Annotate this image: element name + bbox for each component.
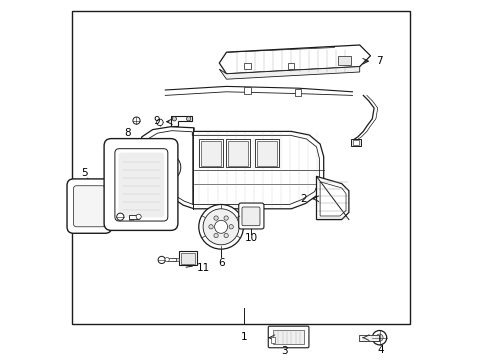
Bar [181, 253, 195, 264]
Bar [226, 139, 249, 167]
Text: 7: 7 [375, 56, 382, 66]
Circle shape [213, 233, 218, 238]
Bar [172, 258, 179, 261]
Bar [199, 139, 223, 167]
FancyBboxPatch shape [118, 153, 164, 217]
Polygon shape [219, 67, 359, 79]
Bar [129, 216, 133, 220]
Circle shape [153, 154, 181, 181]
Bar [228, 141, 247, 166]
Polygon shape [316, 176, 348, 220]
FancyBboxPatch shape [73, 186, 105, 227]
Circle shape [371, 330, 386, 345]
Text: 10: 10 [244, 233, 257, 243]
Bar [257, 141, 276, 166]
Bar [201, 141, 221, 166]
Text: 11: 11 [196, 263, 209, 273]
Circle shape [203, 209, 239, 245]
Text: 3: 3 [280, 346, 287, 356]
Circle shape [136, 214, 141, 219]
Circle shape [224, 216, 228, 220]
Text: 6: 6 [217, 258, 224, 268]
Circle shape [199, 204, 243, 249]
Circle shape [375, 334, 382, 341]
Circle shape [208, 225, 213, 229]
Text: 9: 9 [153, 116, 159, 126]
Circle shape [224, 233, 228, 238]
Text: 2: 2 [300, 194, 306, 204]
FancyBboxPatch shape [242, 207, 260, 226]
FancyBboxPatch shape [238, 203, 264, 229]
Bar [167, 258, 176, 261]
Bar [270, 337, 274, 343]
Circle shape [228, 225, 233, 229]
Circle shape [156, 119, 163, 126]
Polygon shape [170, 116, 192, 126]
Circle shape [186, 117, 190, 121]
Circle shape [213, 216, 218, 220]
Circle shape [158, 158, 176, 176]
Bar [244, 87, 250, 94]
Text: 8: 8 [124, 128, 131, 138]
Bar [128, 215, 139, 219]
Circle shape [214, 220, 227, 233]
Bar [358, 335, 379, 341]
Circle shape [164, 257, 169, 262]
Bar [72, 11, 409, 324]
Bar [272, 330, 304, 344]
Polygon shape [219, 45, 370, 74]
FancyBboxPatch shape [104, 139, 178, 230]
Bar [294, 89, 301, 96]
Text: 4: 4 [377, 345, 383, 355]
Bar [337, 56, 350, 65]
Circle shape [158, 256, 165, 264]
Bar [287, 63, 294, 69]
Bar [255, 139, 278, 167]
FancyBboxPatch shape [67, 179, 111, 233]
Bar [350, 139, 360, 146]
FancyBboxPatch shape [268, 326, 308, 348]
Polygon shape [136, 127, 323, 209]
Text: 5: 5 [81, 168, 87, 178]
Circle shape [172, 117, 176, 121]
Bar [179, 251, 197, 265]
Circle shape [117, 213, 123, 220]
Bar [352, 140, 358, 145]
FancyBboxPatch shape [115, 149, 167, 221]
Circle shape [133, 117, 140, 124]
Bar [244, 63, 250, 69]
Text: 1: 1 [241, 332, 247, 342]
